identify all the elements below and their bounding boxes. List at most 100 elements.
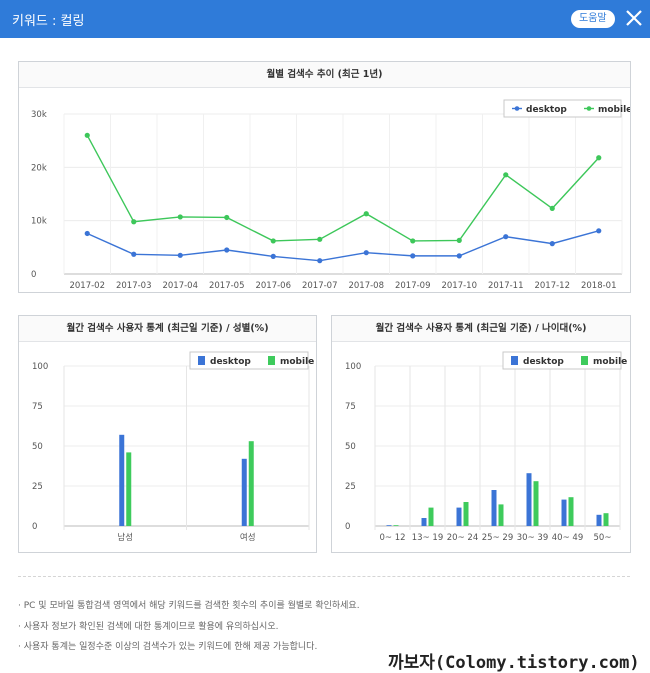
series-desktop-point (549, 241, 555, 247)
x-tick-label: 2017-04 (162, 281, 198, 291)
legend-desktop-marker (514, 106, 520, 111)
y-tick-label: 10k (31, 217, 47, 227)
legend-mobile-label: mobile (598, 105, 630, 115)
age-stats-title: 월간 검색수 사용자 통계 (최근일 기준) / 나이대(%) (332, 316, 630, 342)
series-mobile-point (177, 214, 183, 220)
x-tick-label: 2017-07 (302, 281, 338, 291)
series-mobile-point (363, 211, 369, 217)
bar-mobile (533, 481, 539, 526)
legend-desktop-swatch (198, 356, 205, 365)
bar-mobile (463, 502, 469, 526)
y-tick-label: 100 (345, 362, 361, 372)
series-desktop-point (596, 228, 602, 234)
series-desktop-point (503, 234, 509, 240)
series-mobile-point (270, 238, 276, 244)
bar-desktop (526, 473, 532, 526)
section-divider (18, 576, 630, 577)
series-desktop-point (84, 230, 90, 237)
note-item: PC 및 모바일 통합검색 영역에서 해당 키워드를 검색한 횟수의 추이를 월… (18, 596, 360, 617)
age-stats-panel: 월간 검색수 사용자 통계 (최근일 기준) / 나이대(%) 0 25 50 75 1… (331, 315, 631, 553)
gender-stats-panel: 월간 검색수 사용자 통계 (최근일 기준) / 성별(%) 0 25 50 75 10… (18, 315, 317, 553)
note-item: 사용자 정보가 확인된 검색에 대한 통계이므로 활용에 유의하십시오. (18, 617, 360, 638)
monthly-trend-panel: 월별 검색수 추이 (최근 1년) 0 10k 20k 30k 2017-02 2017-… (18, 61, 631, 293)
legend-desktop-label: desktop (210, 357, 251, 367)
legend-mobile-swatch (268, 356, 275, 365)
legend-mobile-marker (586, 106, 592, 111)
series-mobile-point (456, 237, 462, 243)
series-desktop-point (456, 253, 462, 259)
legend-box (503, 99, 622, 118)
age-stats-chart: 0 25 50 75 100 0~ 12 13~ 19 20~ 24 25~ 29 30~ 39 4… (345, 351, 627, 543)
close-icon[interactable] (623, 7, 645, 29)
gender-stats-chart: 0 25 50 75 100 남성 여성 desktop mobile (32, 351, 314, 543)
y-tick-label: 25 (345, 482, 356, 492)
legend-desktop-label: desktop (523, 357, 564, 367)
series-mobile-point (410, 238, 416, 244)
bar-mobile (498, 504, 504, 526)
x-tick-label: 50~ (594, 533, 612, 543)
x-tick-label: 2017-05 (209, 281, 245, 291)
series-mobile-point (596, 155, 602, 161)
series-mobile-point (317, 236, 323, 242)
y-tick-label: 0 (345, 522, 350, 532)
series-desktop-point (317, 258, 323, 264)
x-tick-label: 2017-12 (534, 281, 570, 291)
series-mobile-line (86, 135, 600, 242)
series-desktop-point (270, 253, 276, 259)
series-desktop-point (131, 251, 137, 257)
x-tick-label: 여성 (240, 532, 256, 543)
y-tick-label: 50 (345, 442, 356, 452)
legend-mobile-label: mobile (280, 357, 314, 367)
x-tick-label: 2017-11 (488, 281, 524, 291)
bar-desktop (596, 514, 602, 526)
y-tick-label: 25 (32, 482, 43, 492)
bar-mobile (126, 452, 132, 526)
bar-desktop (386, 525, 392, 526)
series-mobile-point (549, 205, 555, 211)
x-tick-label: 30~ 39 (517, 533, 548, 543)
x-tick-label: 2017-10 (441, 281, 477, 291)
keyword-title: 키워드 : 컬링 (12, 14, 85, 29)
x-tick-label: 13~ 19 (412, 533, 443, 543)
bar-desktop (491, 490, 497, 526)
x-tick-label: 2017-02 (69, 281, 105, 291)
monthly-trend-chart: 0 10k 20k 30k 2017-02 2017-03 2017-04 2017-05 20… (31, 99, 630, 291)
y-tick-label: 0 (31, 270, 36, 280)
x-tick-label: 20~ 24 (447, 533, 478, 543)
bar-desktop (241, 458, 247, 526)
y-tick-label: 75 (32, 402, 43, 412)
x-tick-label: 남성 (117, 533, 133, 543)
help-button[interactable]: 도움말 (571, 10, 615, 28)
y-tick-label: 50 (32, 442, 43, 452)
x-tick-label: 2017-09 (395, 281, 431, 291)
series-desktop-line (86, 230, 599, 262)
x-tick-label: 25~ 29 (482, 533, 513, 543)
bar-desktop (421, 518, 427, 526)
x-tick-label: 0~ 12 (379, 533, 405, 543)
legend-mobile-swatch (581, 356, 588, 365)
gender-stats-title: 월간 검색수 사용자 통계 (최근일 기준) / 성별(%) (19, 316, 316, 342)
x-tick-label: 2017-06 (255, 281, 291, 291)
series-mobile-point (503, 172, 509, 178)
x-tick-label: 2017-03 (116, 281, 152, 291)
watermark: 까보자(Colomy.tistory.com) (388, 653, 640, 673)
series-desktop-point (363, 250, 369, 256)
series-desktop-point (224, 247, 230, 253)
monthly-trend-title: 월별 검색수 추이 (최근 1년) (19, 62, 630, 88)
legend-desktop-label: desktop (526, 105, 567, 115)
bar-mobile (393, 525, 399, 526)
bar-desktop (561, 499, 567, 526)
legend-box (502, 351, 622, 370)
y-tick-label: 20k (31, 163, 47, 173)
y-tick-label: 100 (32, 362, 48, 372)
series-desktop-point (177, 252, 183, 258)
x-tick-label: 40~ 49 (552, 533, 583, 543)
bar-mobile (248, 441, 254, 526)
legend-mobile-label: mobile (593, 357, 627, 367)
bar-desktop (456, 507, 462, 526)
y-tick-label: 30k (31, 110, 47, 120)
note-item: 사용자 통계는 일정수준 이상의 검색수가 있는 키워드에 한해 제공 가능합니… (18, 637, 360, 658)
legend-desktop-swatch (511, 356, 518, 365)
y-tick-label: 0 (32, 522, 37, 532)
bar-desktop (119, 434, 125, 526)
